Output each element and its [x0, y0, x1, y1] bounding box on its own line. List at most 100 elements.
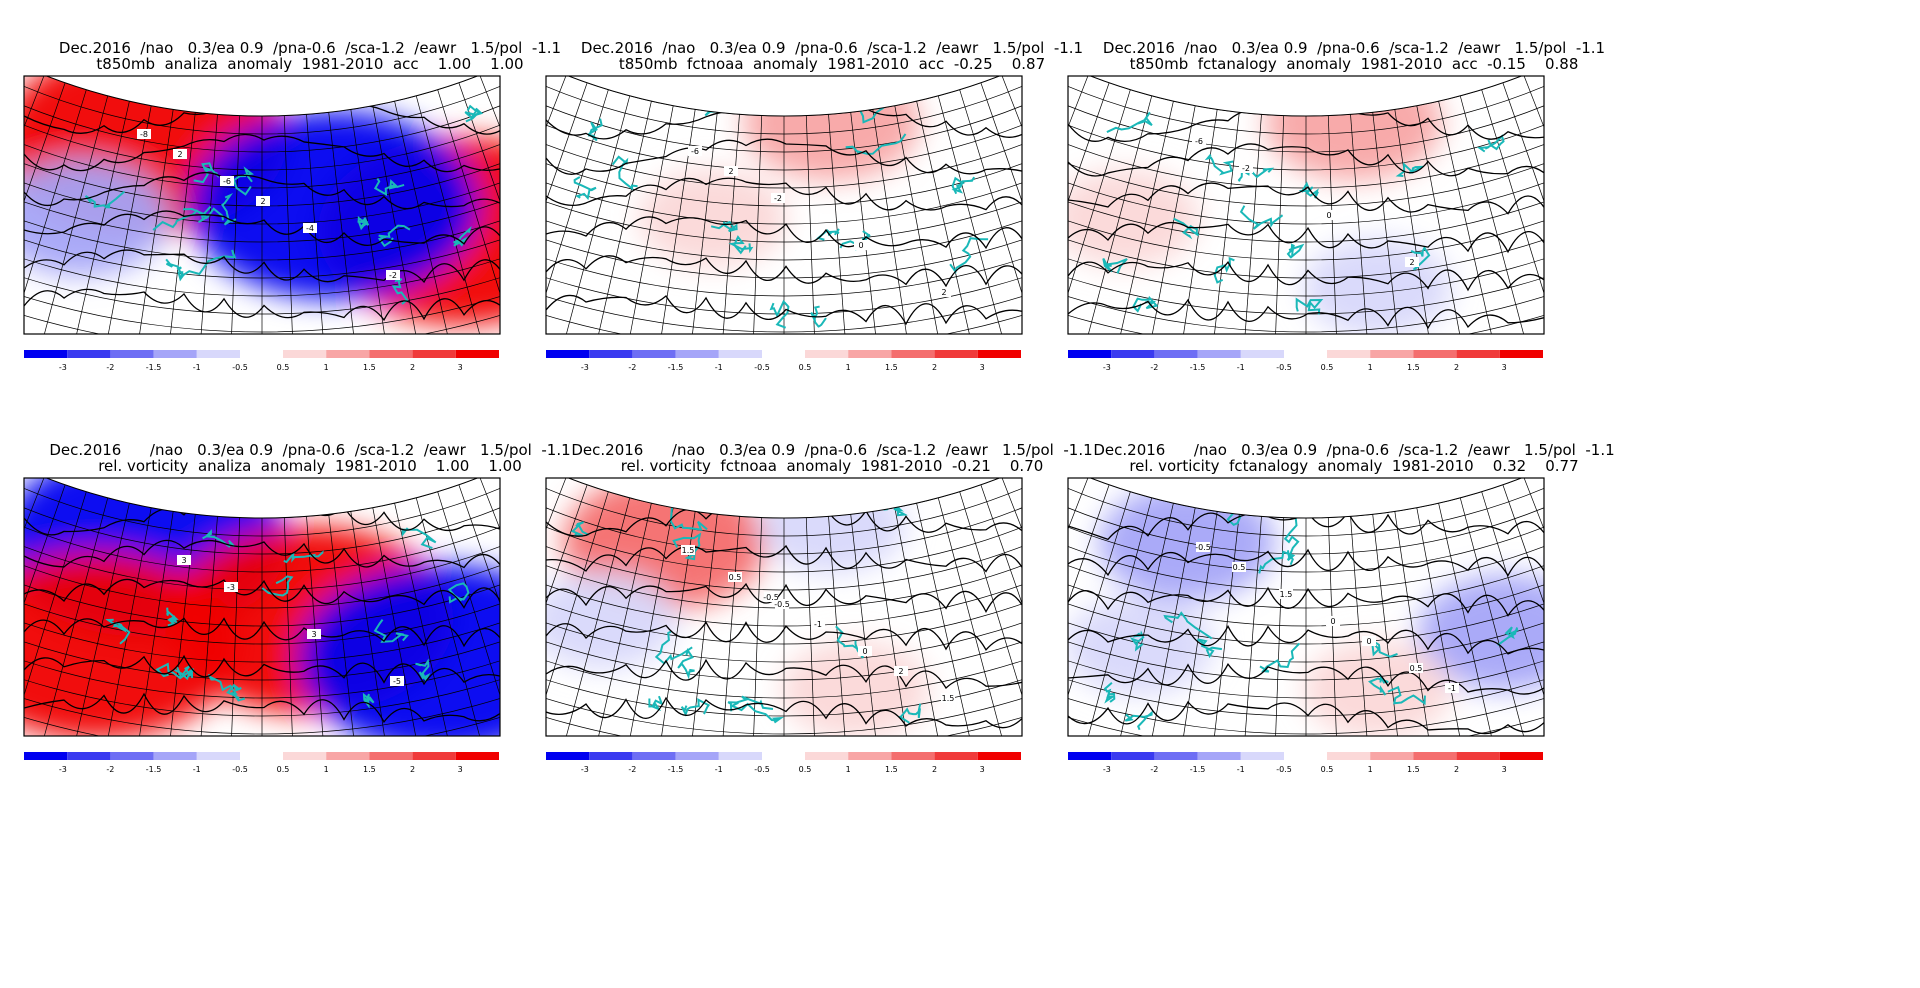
colorbar-tick-label: -2	[1150, 765, 1158, 774]
colorbar-swatch	[1111, 350, 1155, 358]
colorbar-swatch	[1456, 350, 1500, 358]
colorbar-tick-label: -2	[628, 765, 636, 774]
colorbar-tick-label: 1	[324, 765, 329, 774]
colorbar-tick-label: 2	[410, 363, 415, 372]
colorbar-tick-label: 1	[1368, 363, 1373, 372]
colorbar-swatch	[1327, 350, 1371, 358]
anomaly-blob-cold	[1303, 238, 1452, 334]
contour-label: -5	[393, 677, 401, 686]
contour-label: 1.5	[942, 694, 955, 703]
map-frame	[23, 477, 501, 737]
colorbar-swatch	[977, 752, 1021, 760]
colorbar-swatch	[1327, 752, 1371, 760]
colorbar-tick-label: -1.5	[1190, 765, 1206, 774]
colorbar-tick-label: -3	[581, 765, 589, 774]
colorbar-swatch	[412, 752, 456, 760]
map-outline	[1089, 76, 1523, 117]
colorbar-swatch	[67, 350, 111, 358]
chart-title-line2: t850mb analiza anomaly 1981-2010 acc 1.0…	[96, 55, 524, 73]
colorbar-tick-label: -1.5	[146, 765, 162, 774]
colorbar: -3 -2 -1.5 -1 -0.5 0.5 1 1.5 2 3	[24, 350, 499, 372]
colorbar-tick-label: -0.5	[232, 765, 248, 774]
colorbar-swatch	[412, 350, 456, 358]
map-frame	[545, 75, 1023, 335]
chart-title-line2: t850mb fctnoaa anomaly 1981-2010 acc -0.…	[618, 55, 1046, 73]
colorbar-tick-label: -1.5	[668, 765, 684, 774]
colorbar-swatch	[1240, 752, 1284, 760]
colorbar-tick-label: -3	[581, 363, 589, 372]
colorbar-swatch	[369, 752, 413, 760]
contour-label: -6	[691, 147, 699, 156]
contour-label: -8	[140, 130, 148, 139]
colorbar-swatch	[110, 350, 154, 358]
chart-title-line2: rel. vorticity analiza anomaly 1981-2010…	[98, 457, 522, 475]
contour-label: -0.5	[763, 593, 779, 602]
colorbar-tick-label: -1.5	[1190, 363, 1206, 372]
colorbar-tick-label: -1.5	[668, 363, 684, 372]
colorbar-swatch	[934, 752, 978, 760]
colorbar-tick-label: 1.5	[363, 765, 376, 774]
colorbar-tick-label: 2	[932, 765, 937, 774]
map-plot: 0 0.5 -0.5 1.5 0 -1 0.5 -3 -2 -1.5 -1 -0.5 0.5 1 1.5 2 3	[1067, 477, 1545, 774]
colorbar-tick-label: 0.5	[799, 765, 812, 774]
colorbar-swatch	[1240, 350, 1284, 358]
contour-label: 3	[181, 556, 186, 565]
chart-title-line1: Dec.2016 /nao 0.3/ea 0.9 /pna-0.6 /sca-1…	[1102, 39, 1606, 57]
colorbar-swatch	[891, 350, 935, 358]
colorbar-swatch	[632, 350, 676, 358]
colorbar-tick-label: 0.5	[1321, 765, 1334, 774]
colorbar-swatch	[24, 752, 68, 760]
contour-label: -2	[774, 194, 782, 203]
colorbar-swatch	[1154, 350, 1198, 358]
colorbar-tick-label: -0.5	[754, 765, 770, 774]
chart-panel-t850-fctnoaa: Dec.2016 /nao 0.3/ea 0.9 /pna-0.6 /sca-1…	[522, 38, 1142, 478]
colorbar: -3 -2 -1.5 -1 -0.5 0.5 1 1.5 2 3	[24, 752, 499, 774]
map-outline	[567, 478, 1001, 519]
map-frame	[1067, 75, 1545, 335]
colorbar: -3 -2 -1.5 -1 -0.5 0.5 1 1.5 2 3	[1068, 350, 1543, 372]
colorbar-swatch	[632, 752, 676, 760]
anomaly-blob-cold	[546, 570, 678, 669]
colorbar-tick-label: -3	[1103, 765, 1111, 774]
chart-panel-vort-analiza: Dec.2016 /nao 0.3/ea 0.9 /pna-0.6 /sca-1…	[0, 440, 620, 880]
contour-label: 2	[898, 667, 903, 676]
colorbar-tick-label: -2	[106, 363, 114, 372]
colorbar-swatch	[1068, 350, 1112, 358]
colorbar-tick-label: 1	[324, 363, 329, 372]
colorbar-tick-label: 0.5	[1321, 363, 1334, 372]
colorbar-tick-label: 2	[1454, 363, 1459, 372]
colorbar-swatch	[546, 350, 590, 358]
colorbar-tick-label: 1	[1368, 765, 1373, 774]
colorbar-tick-label: -1	[715, 363, 723, 372]
colorbar-tick-label: -1	[1237, 363, 1245, 372]
colorbar-tick-label: -0.5	[754, 363, 770, 372]
chart-title-line2: rel. vorticity fctanalogy anomaly 1981-2…	[1129, 457, 1579, 475]
colorbar-swatch	[718, 752, 762, 760]
contours	[24, 96, 500, 322]
colorbar-swatch	[153, 350, 197, 358]
contour-label: 1.5	[682, 546, 695, 555]
contour-label: 0	[858, 241, 863, 250]
colorbar-tick-label: -0.5	[1276, 765, 1292, 774]
colorbar-tick-label: 2	[410, 765, 415, 774]
colorbar-swatch	[455, 350, 499, 358]
colorbar-tick-label: 1.5	[363, 363, 376, 372]
chart-title-line1: Dec.2016 /nao 0.3/ea 0.9 /pna-0.6 /sca-1…	[1093, 441, 1615, 459]
coastlines	[84, 104, 484, 305]
colorbar-swatch	[546, 752, 590, 760]
colorbar-tick-label: 3	[1502, 363, 1507, 372]
map-outline	[1089, 478, 1523, 519]
chart-title-line2: t850mb fctanalogy anomaly 1981-2010 acc …	[1129, 55, 1579, 73]
colorbar-swatch	[283, 350, 327, 358]
colorbar-swatch	[67, 752, 111, 760]
contour-label: -4	[306, 224, 314, 233]
colorbar: -3 -2 -1.5 -1 -0.5 0.5 1 1.5 2 3	[546, 350, 1021, 372]
colorbar-swatch	[934, 350, 978, 358]
contour-label: 2	[1409, 258, 1414, 267]
colorbar-swatch	[675, 350, 719, 358]
colorbar-tick-label: -0.5	[1276, 363, 1292, 372]
contour-label: -6	[223, 177, 231, 186]
contour-label: -1	[1448, 684, 1456, 693]
colorbar-tick-label: -3	[59, 765, 67, 774]
map-outline	[45, 76, 479, 117]
